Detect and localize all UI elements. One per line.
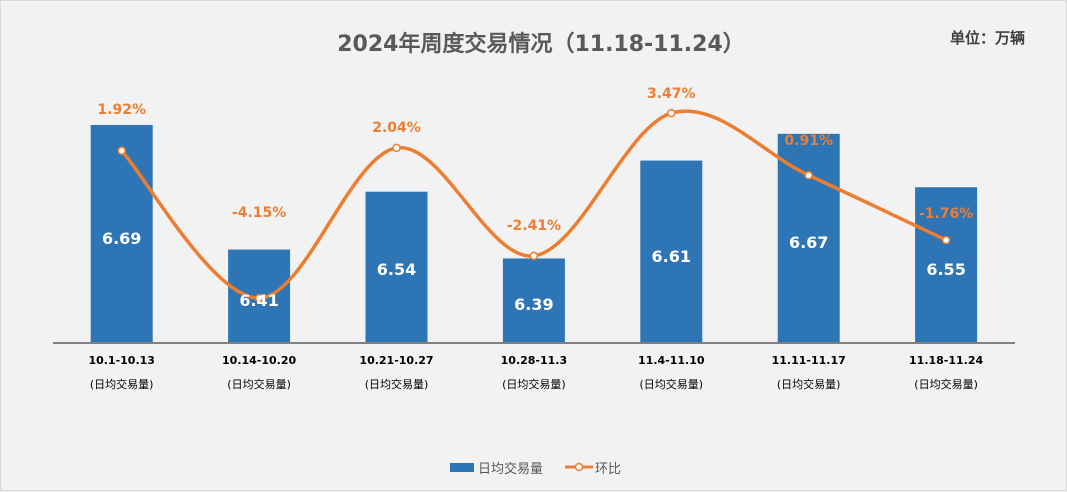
x-tick-sublabel: (日均交易量) <box>640 377 704 391</box>
line-point <box>941 235 951 245</box>
legend-bar-swatch <box>450 463 474 472</box>
line-point <box>804 171 813 180</box>
line-point <box>667 108 676 118</box>
x-tick-sublabel: (日均交易量) <box>227 377 291 391</box>
line-value-label: -4.15% <box>232 205 286 221</box>
bar <box>502 258 565 343</box>
line-value-label: 0.91% <box>784 133 833 149</box>
bar <box>915 187 978 343</box>
x-tick-label: 11.4-11.10 <box>638 354 705 367</box>
x-tick-sublabel: (日均交易量) <box>777 377 841 391</box>
bar <box>90 124 153 343</box>
x-tick-label: 10.28-11.3 <box>501 354 568 367</box>
line-point <box>392 143 401 153</box>
legend-bar-label: 日均交易量 <box>478 461 543 477</box>
bar-value-label: 6.67 <box>789 233 828 252</box>
x-tick-label: 10.21-10.27 <box>359 354 433 367</box>
bar-value-label: 6.61 <box>652 247 691 266</box>
x-tick-label: 10.1-10.13 <box>88 354 155 367</box>
x-tick-label: 10.14-10.20 <box>222 354 296 367</box>
bar-value-label: 6.41 <box>239 291 278 310</box>
bar <box>777 133 840 343</box>
x-tick-sublabel: (日均交易量) <box>90 377 154 391</box>
legend: 日均交易量 环比 <box>450 461 621 477</box>
line-value-label: 2.04% <box>372 120 421 136</box>
legend-line-marker <box>574 462 584 472</box>
line-point <box>117 146 126 156</box>
legend-line-label: 环比 <box>595 462 621 477</box>
line-value-label: -2.41% <box>507 218 561 234</box>
x-tick-sublabel: (日均交易量) <box>914 377 978 391</box>
x-tick-sublabel: (日均交易量) <box>502 377 566 391</box>
bar <box>365 191 428 343</box>
line-value-label: 3.47% <box>647 86 696 102</box>
x-tick-label: 11.11-11.17 <box>772 354 846 367</box>
line-value-label: -1.76% <box>919 206 973 222</box>
x-tick-label: 11.18-11.24 <box>909 354 983 367</box>
chart-title: 2024年周度交易情况（11.18-11.24） <box>337 31 745 57</box>
unit-label: 单位：万辆 <box>950 29 1025 47</box>
line-value-label: 1.92% <box>97 102 146 118</box>
line-point <box>254 293 264 303</box>
x-tick-sublabel: (日均交易量) <box>365 377 429 391</box>
bar-value-label: 6.69 <box>102 229 141 248</box>
line-point <box>529 251 539 261</box>
bar-value-label: 6.55 <box>926 260 965 279</box>
bar <box>640 160 703 343</box>
bar-value-label: 6.54 <box>377 260 416 279</box>
bar-value-label: 6.39 <box>514 295 553 314</box>
